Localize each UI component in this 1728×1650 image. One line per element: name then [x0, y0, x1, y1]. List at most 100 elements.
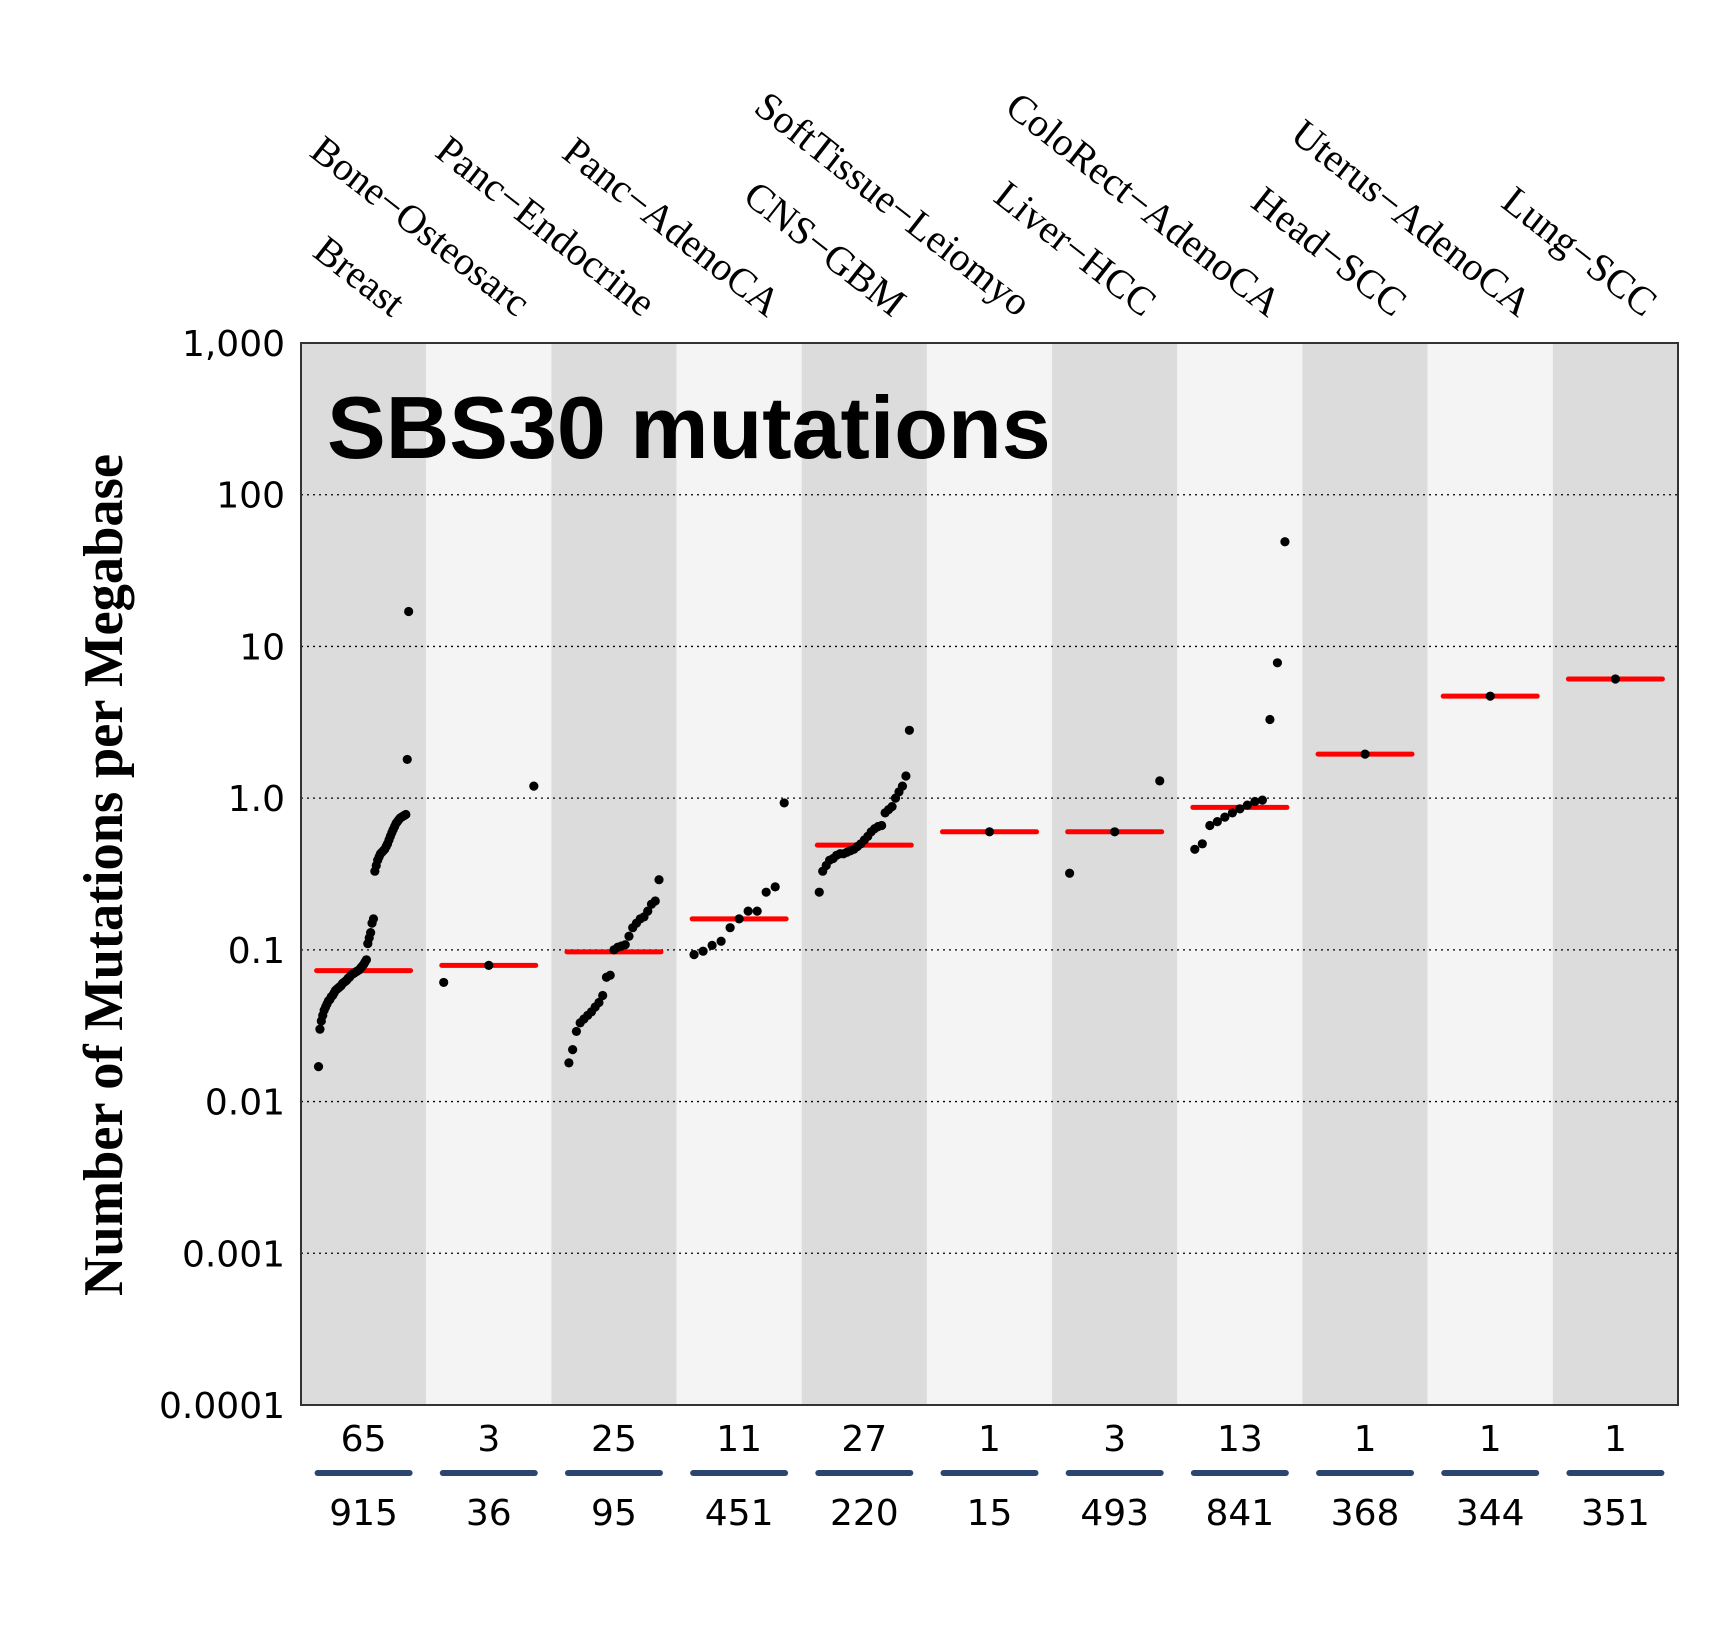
data-point [643, 906, 653, 916]
data-point [368, 914, 379, 924]
count-with-signature: 1 [1479, 1419, 1502, 1460]
data-point [594, 997, 604, 1008]
category-bands [301, 343, 1678, 1405]
data-point [650, 896, 660, 906]
data-point [814, 887, 824, 897]
data-point [598, 990, 608, 1001]
data-point [904, 725, 914, 735]
count-with-signature: 25 [591, 1419, 637, 1460]
data-point [698, 946, 708, 956]
data-point [484, 960, 494, 970]
data-point [743, 906, 753, 916]
y-tick-label: 0.1 [228, 931, 285, 972]
chart-title: SBS30 mutations [327, 378, 1051, 477]
data-point [1110, 827, 1120, 837]
data-point [313, 1062, 324, 1072]
data-point [1360, 749, 1370, 759]
total-samples: 36 [466, 1493, 512, 1534]
total-samples: 351 [1581, 1493, 1650, 1534]
y-tick-label: 10 [239, 627, 285, 668]
data-point [984, 827, 995, 837]
total-samples: 15 [967, 1493, 1013, 1534]
data-point [620, 940, 630, 950]
data-point [404, 606, 414, 617]
data-point [725, 923, 735, 933]
count-with-signature: 65 [341, 1419, 387, 1460]
data-point [689, 950, 699, 960]
y-tick-label: 1.0 [228, 779, 285, 820]
data-point [1280, 537, 1290, 547]
count-with-signature: 1 [1354, 1419, 1377, 1460]
category-band [551, 343, 677, 1405]
total-samples: 220 [830, 1493, 899, 1534]
data-point [439, 977, 449, 988]
plot-frame [300, 342, 1679, 1406]
data-points [313, 537, 1621, 1072]
count-with-signature: 1 [978, 1419, 1001, 1460]
y-axis-label: Number of Mutations per Megabase [73, 454, 135, 1296]
category-band [926, 343, 1053, 1405]
data-point [529, 781, 539, 791]
data-point [315, 1024, 325, 1034]
category-band [1177, 343, 1303, 1405]
total-samples: 493 [1080, 1493, 1149, 1534]
data-point [734, 914, 744, 924]
data-point [887, 801, 897, 812]
data-point [624, 931, 634, 941]
data-point [1197, 839, 1207, 849]
category-band [1552, 343, 1678, 1405]
data-point [1205, 820, 1215, 831]
data-point [761, 887, 771, 897]
data-point [1250, 796, 1260, 807]
y-tick-label: 0.0001 [159, 1386, 285, 1427]
data-point [1212, 817, 1222, 827]
data-point [1610, 674, 1621, 684]
category-label: Bone−Osteosarc [303, 127, 539, 325]
total-samples: 841 [1206, 1493, 1275, 1534]
data-point [716, 936, 726, 946]
category-band [301, 343, 427, 1405]
data-point [707, 940, 717, 950]
gridlines [301, 494, 1678, 1254]
data-point [1155, 776, 1165, 786]
data-point [366, 927, 376, 938]
data-point [361, 955, 372, 965]
data-point [1220, 812, 1230, 822]
data-point [1272, 658, 1283, 668]
total-samples: 95 [591, 1493, 637, 1534]
category-label: Breast [306, 227, 414, 325]
data-point [564, 1058, 574, 1068]
category-band [676, 343, 802, 1405]
category-band [1427, 343, 1553, 1405]
data-point [897, 781, 908, 791]
data-point [770, 882, 780, 892]
data-point [605, 970, 615, 980]
data-point [571, 1026, 582, 1037]
y-tick-label: 0.01 [205, 1083, 285, 1124]
data-point [654, 875, 664, 885]
total-samples: 451 [705, 1493, 774, 1534]
y-tick-label: 1,000 [182, 324, 285, 365]
count-with-signature: 11 [716, 1419, 762, 1460]
count-with-signature: 1 [1604, 1419, 1627, 1460]
total-samples: 368 [1331, 1493, 1400, 1534]
category-labels: BreastBone−OsteosarcPanc−EndocrinePanc−A… [303, 82, 1666, 325]
data-point [1257, 795, 1267, 805]
data-point [1265, 714, 1275, 725]
data-point [752, 906, 762, 916]
total-samples: 915 [329, 1493, 398, 1534]
data-point [1485, 691, 1495, 701]
y-tick-label: 100 [216, 476, 285, 517]
data-point [1235, 804, 1245, 814]
data-point [1190, 844, 1200, 854]
data-point [877, 820, 887, 831]
data-point [401, 809, 411, 820]
y-axis-ticks: 0.0001 0.001 0.01 0.1 1.0 10 100 1,000 [159, 324, 285, 1427]
category-band [426, 343, 552, 1405]
category-label: Panc−AdenoCA [555, 128, 790, 325]
total-samples: 344 [1456, 1493, 1525, 1534]
count-with-signature: 13 [1217, 1419, 1263, 1460]
category-band [1302, 343, 1428, 1405]
data-point [568, 1045, 578, 1055]
